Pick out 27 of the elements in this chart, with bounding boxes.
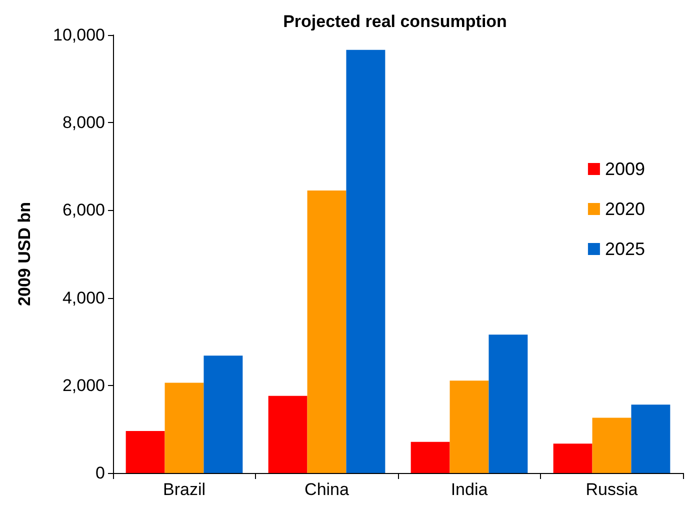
bar (204, 356, 243, 473)
bar (307, 190, 346, 473)
bar (450, 380, 489, 473)
y-tick-label: 10,000 (53, 26, 105, 44)
legend-label: 2025 (604, 239, 646, 259)
y-tick-label: 8,000 (62, 113, 105, 132)
bar (126, 430, 165, 473)
x-tick-label: India (450, 480, 488, 499)
bar (553, 444, 592, 473)
chart-title: Projected real consumption (283, 12, 507, 31)
bar (592, 418, 632, 473)
bar (164, 382, 204, 473)
bar (346, 50, 386, 473)
bar (488, 334, 528, 473)
y-tick-label: 2,000 (62, 376, 105, 395)
y-tick-label: 0 (96, 464, 105, 482)
bar (268, 396, 308, 473)
y-axis-title: 2009 USD bn (15, 202, 34, 306)
bar (410, 442, 450, 473)
bar (631, 404, 670, 473)
x-tick-label: Brazil (162, 480, 206, 499)
y-tick-label: 6,000 (62, 200, 105, 220)
x-tick-label: Russia (586, 480, 638, 499)
x-tick-label: China (304, 480, 350, 499)
legend-label: 2020 (604, 199, 646, 219)
legend-label: 2009 (604, 159, 646, 179)
y-tick-label: 4,000 (62, 288, 105, 308)
